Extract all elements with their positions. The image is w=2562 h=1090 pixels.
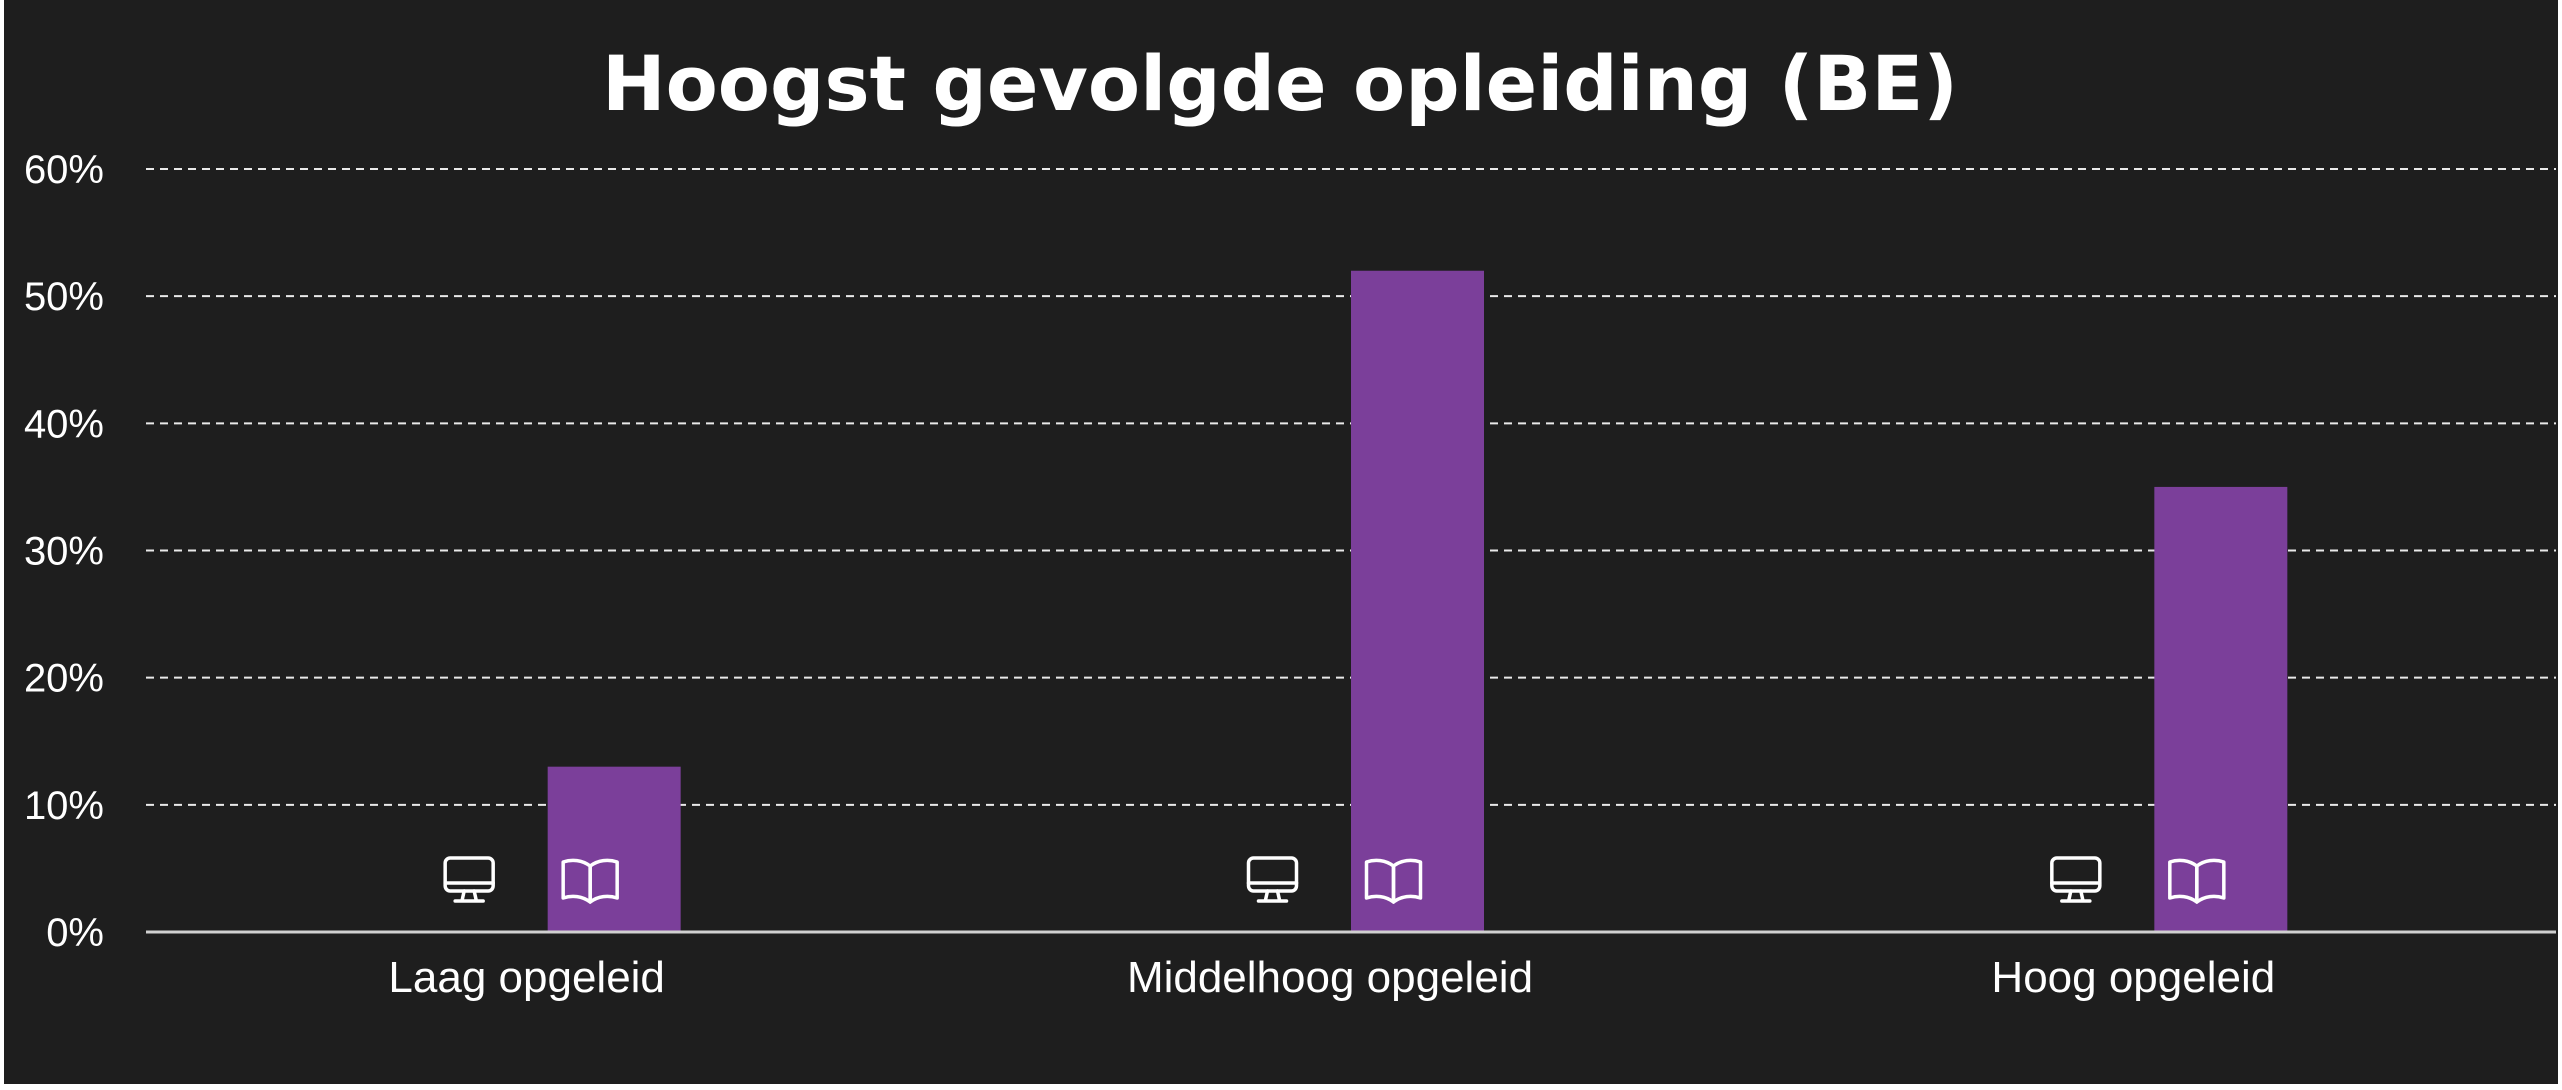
chart-title: Hoogst gevolgde opleiding (BE) xyxy=(602,39,1958,128)
bar xyxy=(2154,486,2288,932)
book-icon xyxy=(2168,858,2226,904)
y-tick-label: 0% xyxy=(46,911,104,955)
y-tick-label: 50% xyxy=(24,275,104,319)
monitor-icon xyxy=(1246,856,1299,903)
bars xyxy=(547,270,2288,932)
monitor-icon xyxy=(2050,856,2102,903)
series-icons xyxy=(443,856,2226,904)
bar xyxy=(1351,270,1484,932)
y-tick-label: 20% xyxy=(24,657,104,701)
x-axis-ticks: Laag opgeleid Middelhoog opgeleid Hoog opg… xyxy=(388,953,2275,1002)
bar xyxy=(547,766,681,932)
y-tick-label: 10% xyxy=(24,784,104,828)
x-tick-label: Laag opgeleid xyxy=(388,953,664,1002)
y-tick-label: 60% xyxy=(24,148,104,192)
y-axis-ticks: 0% 10% 20% 30% 40% 50% 60% xyxy=(24,148,104,955)
book-icon xyxy=(561,858,619,904)
book-icon xyxy=(1364,858,1423,904)
chart-background xyxy=(4,0,2558,1084)
y-tick-label: 30% xyxy=(24,530,104,574)
monitor-icon xyxy=(443,856,495,903)
x-tick-label: Hoog opgeleid xyxy=(1991,953,2275,1002)
x-tick-label: Middelhoog opgeleid xyxy=(1127,953,1533,1002)
y-tick-label: 40% xyxy=(24,402,104,446)
